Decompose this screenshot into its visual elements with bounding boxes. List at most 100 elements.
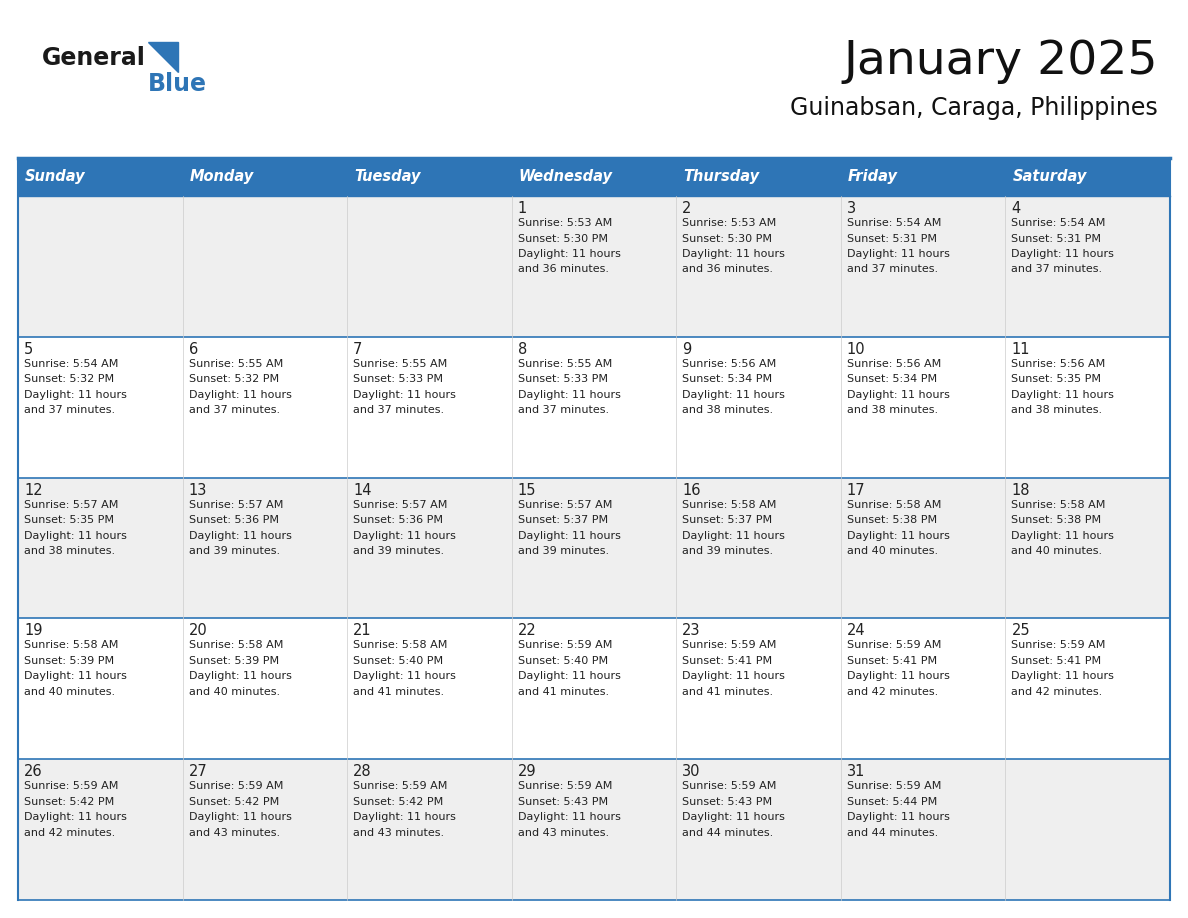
Text: 31: 31 <box>847 764 865 779</box>
Text: Sunset: 5:32 PM: Sunset: 5:32 PM <box>24 375 114 385</box>
Text: Sunset: 5:30 PM: Sunset: 5:30 PM <box>518 233 608 243</box>
Text: and 40 minutes.: and 40 minutes. <box>1011 546 1102 556</box>
Text: Daylight: 11 hours: Daylight: 11 hours <box>847 249 949 259</box>
Text: and 39 minutes.: and 39 minutes. <box>518 546 608 556</box>
Text: Sunset: 5:39 PM: Sunset: 5:39 PM <box>189 655 279 666</box>
Text: Daylight: 11 hours: Daylight: 11 hours <box>1011 249 1114 259</box>
Text: Sunset: 5:36 PM: Sunset: 5:36 PM <box>353 515 443 525</box>
Text: Sunrise: 5:58 AM: Sunrise: 5:58 AM <box>189 641 283 650</box>
Text: Sunset: 5:35 PM: Sunset: 5:35 PM <box>24 515 114 525</box>
Text: January 2025: January 2025 <box>843 39 1158 84</box>
Text: Sunrise: 5:59 AM: Sunrise: 5:59 AM <box>353 781 448 791</box>
Text: Daylight: 11 hours: Daylight: 11 hours <box>518 671 620 681</box>
Text: Sunset: 5:35 PM: Sunset: 5:35 PM <box>1011 375 1101 385</box>
Text: Sunset: 5:41 PM: Sunset: 5:41 PM <box>847 655 937 666</box>
Text: and 39 minutes.: and 39 minutes. <box>353 546 444 556</box>
Text: Sunset: 5:33 PM: Sunset: 5:33 PM <box>518 375 608 385</box>
Text: Daylight: 11 hours: Daylight: 11 hours <box>518 531 620 541</box>
Text: Sunrise: 5:55 AM: Sunrise: 5:55 AM <box>353 359 448 369</box>
Text: Sunset: 5:40 PM: Sunset: 5:40 PM <box>353 655 443 666</box>
Text: and 36 minutes.: and 36 minutes. <box>682 264 773 274</box>
Text: Sunset: 5:41 PM: Sunset: 5:41 PM <box>682 655 772 666</box>
Text: Tuesday: Tuesday <box>354 170 421 185</box>
Text: Sunrise: 5:57 AM: Sunrise: 5:57 AM <box>518 499 612 509</box>
Text: Sunrise: 5:59 AM: Sunrise: 5:59 AM <box>847 641 941 650</box>
Text: Daylight: 11 hours: Daylight: 11 hours <box>847 531 949 541</box>
Text: Monday: Monday <box>190 170 254 185</box>
Text: Sunrise: 5:59 AM: Sunrise: 5:59 AM <box>518 781 612 791</box>
Text: Sunset: 5:31 PM: Sunset: 5:31 PM <box>1011 233 1101 243</box>
Text: and 42 minutes.: and 42 minutes. <box>847 687 939 697</box>
Text: Sunrise: 5:57 AM: Sunrise: 5:57 AM <box>353 499 448 509</box>
Text: Daylight: 11 hours: Daylight: 11 hours <box>847 812 949 823</box>
Text: 11: 11 <box>1011 341 1030 357</box>
Text: Sunrise: 5:59 AM: Sunrise: 5:59 AM <box>518 641 612 650</box>
Text: 6: 6 <box>189 341 198 357</box>
Text: Daylight: 11 hours: Daylight: 11 hours <box>682 671 785 681</box>
Text: 25: 25 <box>1011 623 1030 638</box>
Text: and 38 minutes.: and 38 minutes. <box>24 546 115 556</box>
Text: 10: 10 <box>847 341 866 357</box>
Text: Sunrise: 5:55 AM: Sunrise: 5:55 AM <box>518 359 612 369</box>
Polygon shape <box>148 42 178 72</box>
Text: 1: 1 <box>518 201 527 216</box>
Text: Sunset: 5:44 PM: Sunset: 5:44 PM <box>847 797 937 807</box>
Text: Sunrise: 5:59 AM: Sunrise: 5:59 AM <box>1011 641 1106 650</box>
Text: and 42 minutes.: and 42 minutes. <box>24 828 115 838</box>
Text: Sunrise: 5:58 AM: Sunrise: 5:58 AM <box>353 641 448 650</box>
Text: Daylight: 11 hours: Daylight: 11 hours <box>189 390 291 400</box>
Text: Sunrise: 5:59 AM: Sunrise: 5:59 AM <box>847 781 941 791</box>
Text: Sunrise: 5:58 AM: Sunrise: 5:58 AM <box>682 499 777 509</box>
Text: Sunset: 5:43 PM: Sunset: 5:43 PM <box>682 797 772 807</box>
Text: 20: 20 <box>189 623 208 638</box>
Text: Daylight: 11 hours: Daylight: 11 hours <box>1011 390 1114 400</box>
Text: Daylight: 11 hours: Daylight: 11 hours <box>1011 671 1114 681</box>
Text: Saturday: Saturday <box>1012 170 1087 185</box>
Text: Sunset: 5:42 PM: Sunset: 5:42 PM <box>24 797 114 807</box>
Text: Daylight: 11 hours: Daylight: 11 hours <box>353 390 456 400</box>
Text: and 36 minutes.: and 36 minutes. <box>518 264 608 274</box>
Text: Sunset: 5:34 PM: Sunset: 5:34 PM <box>682 375 772 385</box>
Text: 9: 9 <box>682 341 691 357</box>
Text: Daylight: 11 hours: Daylight: 11 hours <box>847 390 949 400</box>
Text: and 41 minutes.: and 41 minutes. <box>353 687 444 697</box>
Text: Sunrise: 5:54 AM: Sunrise: 5:54 AM <box>847 218 941 228</box>
Text: Daylight: 11 hours: Daylight: 11 hours <box>353 812 456 823</box>
Text: and 40 minutes.: and 40 minutes. <box>847 546 939 556</box>
Text: Sunset: 5:34 PM: Sunset: 5:34 PM <box>847 375 937 385</box>
Text: Sunrise: 5:54 AM: Sunrise: 5:54 AM <box>1011 218 1106 228</box>
Text: 28: 28 <box>353 764 372 779</box>
Text: Sunrise: 5:54 AM: Sunrise: 5:54 AM <box>24 359 119 369</box>
Bar <box>18 619 1170 759</box>
Text: Sunrise: 5:57 AM: Sunrise: 5:57 AM <box>24 499 119 509</box>
Text: Sunrise: 5:56 AM: Sunrise: 5:56 AM <box>847 359 941 369</box>
Text: Sunset: 5:33 PM: Sunset: 5:33 PM <box>353 375 443 385</box>
Text: Daylight: 11 hours: Daylight: 11 hours <box>24 812 127 823</box>
Text: and 38 minutes.: and 38 minutes. <box>847 406 939 415</box>
Text: Sunset: 5:32 PM: Sunset: 5:32 PM <box>189 375 279 385</box>
Text: and 37 minutes.: and 37 minutes. <box>847 264 939 274</box>
Text: Friday: Friday <box>848 170 898 185</box>
Text: Sunrise: 5:57 AM: Sunrise: 5:57 AM <box>189 499 283 509</box>
Text: Sunset: 5:36 PM: Sunset: 5:36 PM <box>189 515 278 525</box>
Text: Daylight: 11 hours: Daylight: 11 hours <box>682 390 785 400</box>
Text: 30: 30 <box>682 764 701 779</box>
Text: and 38 minutes.: and 38 minutes. <box>682 406 773 415</box>
Text: 5: 5 <box>24 341 33 357</box>
Text: Sunrise: 5:55 AM: Sunrise: 5:55 AM <box>189 359 283 369</box>
Text: and 40 minutes.: and 40 minutes. <box>24 687 115 697</box>
Text: and 43 minutes.: and 43 minutes. <box>189 828 279 838</box>
Text: and 43 minutes.: and 43 minutes. <box>353 828 444 838</box>
Text: and 41 minutes.: and 41 minutes. <box>682 687 773 697</box>
Text: and 44 minutes.: and 44 minutes. <box>847 828 939 838</box>
Text: and 42 minutes.: and 42 minutes. <box>1011 687 1102 697</box>
Text: Daylight: 11 hours: Daylight: 11 hours <box>518 390 620 400</box>
Text: Sunrise: 5:58 AM: Sunrise: 5:58 AM <box>24 641 119 650</box>
Text: 12: 12 <box>24 483 43 498</box>
Text: 29: 29 <box>518 764 536 779</box>
Text: 24: 24 <box>847 623 866 638</box>
Text: Sunrise: 5:53 AM: Sunrise: 5:53 AM <box>518 218 612 228</box>
Text: and 44 minutes.: and 44 minutes. <box>682 828 773 838</box>
Text: 17: 17 <box>847 483 866 498</box>
Text: 15: 15 <box>518 483 536 498</box>
